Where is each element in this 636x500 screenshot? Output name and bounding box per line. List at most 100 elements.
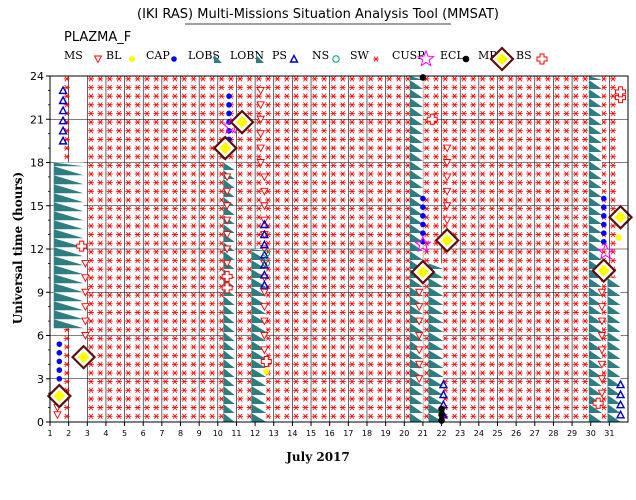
sw-point [498,136,505,143]
x-tick-label: 15 [306,429,316,438]
sw-point [488,214,495,221]
sw-point [349,387,356,394]
sw-point [181,153,188,160]
sw-point [209,257,216,264]
sw-point [311,153,318,160]
sw-point [293,387,300,394]
sw-point [507,318,514,324]
sw-point [246,240,253,246]
sw-point [451,119,458,125]
sw-point [377,153,384,160]
sw-point [106,231,113,238]
sw-point [246,197,253,203]
sw-point [134,205,141,212]
sw-point [171,119,178,125]
sw-point [246,162,253,169]
sw-point [451,128,458,134]
sw-point [516,318,523,324]
sw-point [330,335,337,342]
sw-point [321,93,328,99]
x-tick-label: 4 [103,429,108,438]
sw-point [153,231,160,238]
sw-point [115,292,122,298]
sw-point [97,396,104,402]
sw-point [330,153,337,160]
sw-point [171,257,178,264]
sw-point [293,361,300,368]
sw-point [498,266,505,272]
sw-point [162,136,169,143]
sw-point [171,136,178,143]
sw-point [134,275,141,281]
sw-point [125,378,132,385]
sw-point [349,413,356,419]
sw-point [153,188,160,195]
sw-point [115,249,122,255]
sw-point [237,335,244,342]
cap-point [226,93,232,99]
sw-point [488,93,495,99]
sw-point [274,318,281,324]
sw-point [460,153,467,160]
sw-point [451,188,458,195]
sw-point [97,301,104,307]
sw-point [507,136,514,143]
sw-point [386,145,393,151]
sw-point [470,344,477,350]
sw-point [274,361,281,368]
sw-point [209,76,216,82]
sw-point [367,301,374,307]
sw-point [283,93,290,99]
sw-point [209,326,216,333]
sw-point [134,309,141,316]
sw-point [106,283,113,290]
sw-point [125,223,132,229]
sw-point [386,214,393,221]
sw-point [274,301,281,307]
sw-point [451,361,458,368]
sw-point [162,283,169,290]
sw-point [339,231,346,238]
sw-point [199,102,206,108]
sw-point [451,370,458,376]
sw-point [460,318,467,324]
sw-point [88,249,95,255]
sw-point [451,318,458,324]
sw-point [339,378,346,385]
sw-point [181,231,188,238]
sw-point [479,197,486,203]
sw-point [349,119,356,125]
sw-point [181,179,188,186]
sw-point [470,240,477,246]
sw-point [330,404,337,411]
sw-point [349,128,356,134]
sw-point [432,179,439,186]
sw-point [171,214,178,221]
sw-point [395,396,402,402]
sw-point [470,275,477,281]
sw-point [143,102,150,108]
sw-point [88,275,95,281]
sw-point [171,283,178,290]
sw-point [88,110,95,117]
sw-point [274,110,281,117]
sw-point [507,283,514,290]
sw-point [143,275,150,281]
sw-point [470,205,477,212]
sw-point [395,214,402,221]
sw-point [498,275,505,281]
sw-point [63,413,70,419]
sw-point [237,179,244,186]
sw-point [162,249,169,255]
sw-point [498,171,505,177]
sw-point [358,102,365,108]
sw-point [125,84,132,91]
sw-point [479,102,486,108]
sw-point [153,352,160,359]
sw-point [106,179,113,186]
sw-point [507,231,514,238]
sw-point [470,361,477,368]
sw-point [97,240,104,246]
sw-point [162,344,169,350]
sw-point [330,84,337,91]
